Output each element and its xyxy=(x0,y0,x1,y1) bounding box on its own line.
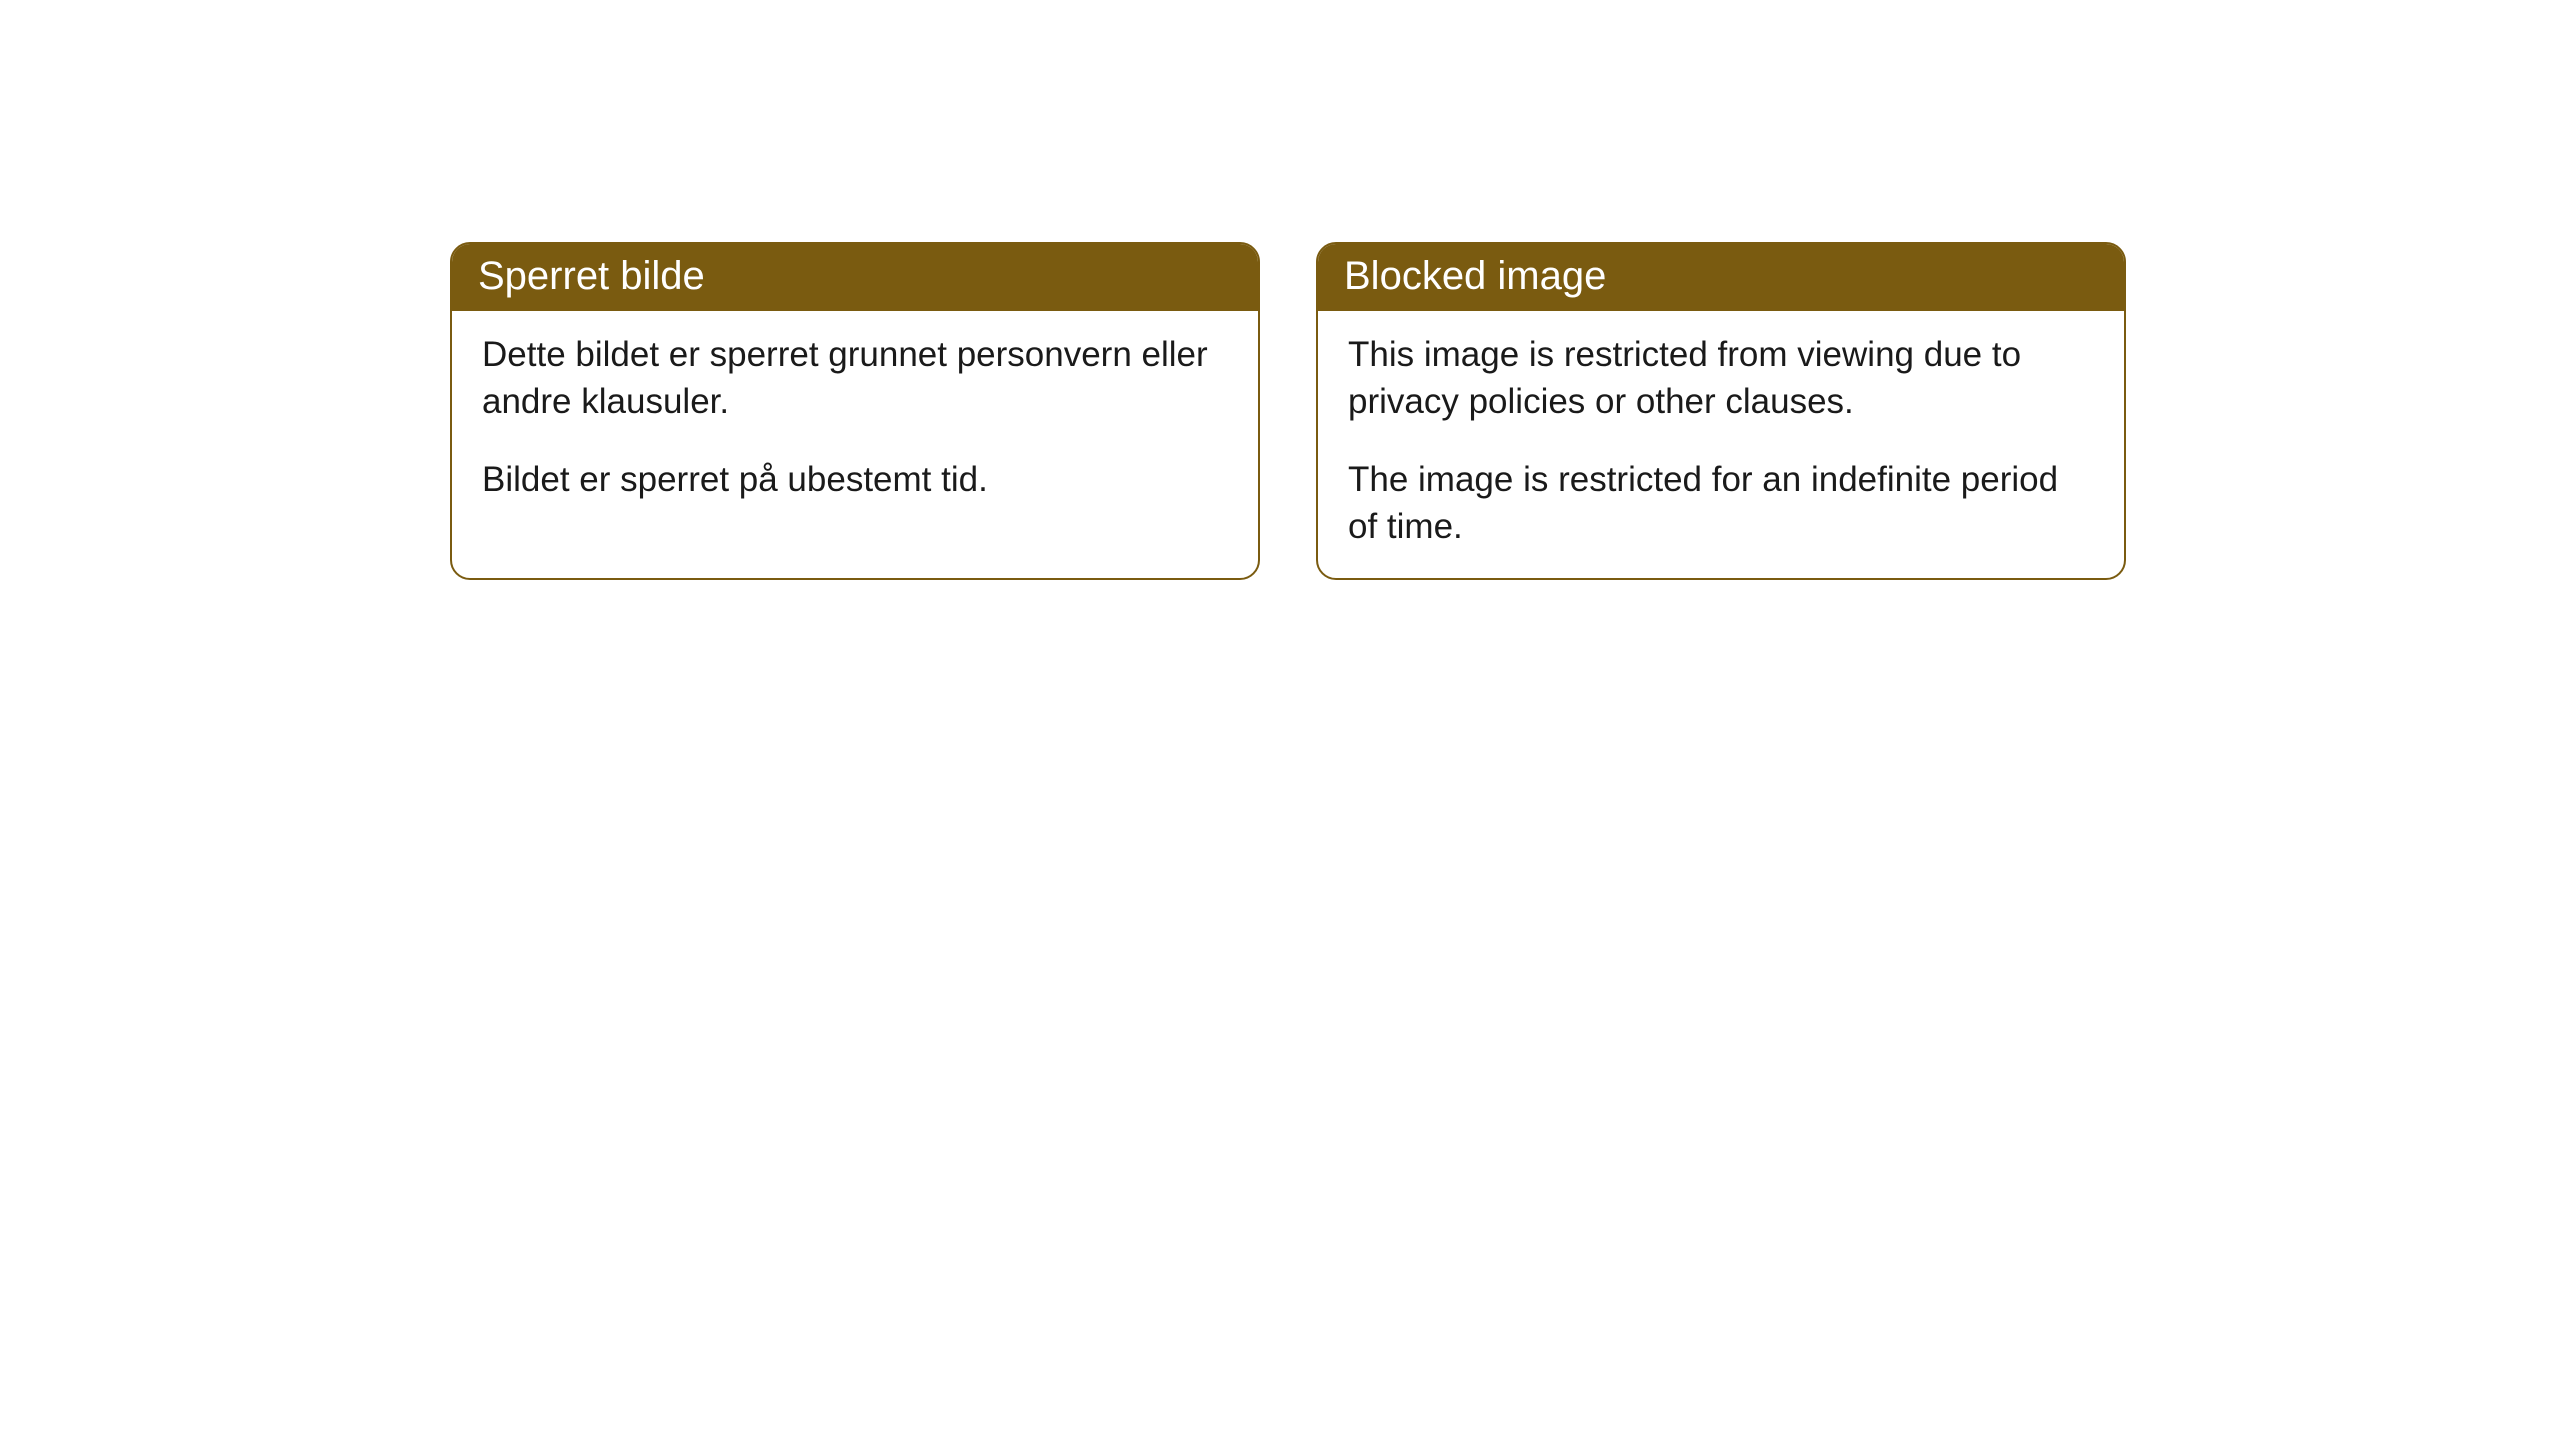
notice-card-norwegian: Sperret bilde Dette bildet er sperret gr… xyxy=(450,242,1260,580)
notice-paragraph: The image is restricted for an indefinit… xyxy=(1348,456,2094,551)
notice-header-norwegian: Sperret bilde xyxy=(452,244,1258,311)
notice-header-english: Blocked image xyxy=(1318,244,2124,311)
notice-paragraph: This image is restricted from viewing du… xyxy=(1348,331,2094,426)
notice-paragraph: Bildet er sperret på ubestemt tid. xyxy=(482,456,1228,503)
notice-body-norwegian: Dette bildet er sperret grunnet personve… xyxy=(452,311,1258,531)
notice-paragraph: Dette bildet er sperret grunnet personve… xyxy=(482,331,1228,426)
notice-body-english: This image is restricted from viewing du… xyxy=(1318,311,2124,578)
notice-card-english: Blocked image This image is restricted f… xyxy=(1316,242,2126,580)
notice-container: Sperret bilde Dette bildet er sperret gr… xyxy=(0,0,2560,580)
